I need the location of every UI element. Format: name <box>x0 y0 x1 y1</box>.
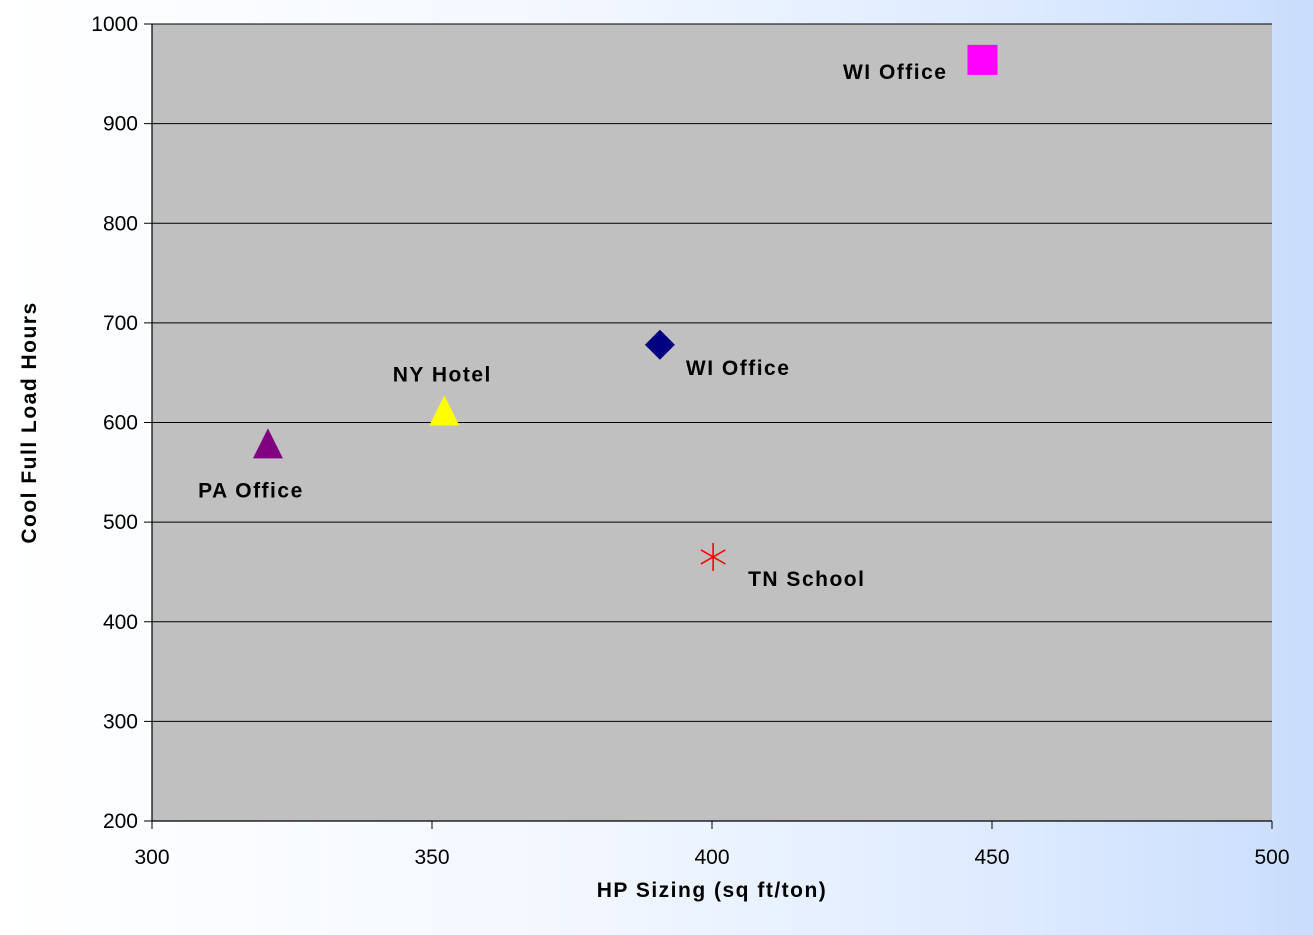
y-tick-label: 200 <box>103 810 138 833</box>
y-tick-label: 400 <box>103 611 138 634</box>
triangle-marker <box>252 428 283 459</box>
x-tick-label: 450 <box>974 846 1009 869</box>
data-points: WI Office WI Office NY Hotel PA Office TN Sc… <box>198 44 998 591</box>
x-tick-label: 400 <box>694 846 729 869</box>
y-tick-label: 900 <box>103 113 138 136</box>
point-label: PA Office <box>198 479 304 502</box>
point-label: TN School <box>748 568 865 591</box>
y-axis-title: Cool Full Load Hours <box>18 301 41 543</box>
square-marker <box>967 44 998 75</box>
data-point: NY Hotel <box>393 364 492 426</box>
y-tick-label: 1000 <box>91 13 138 36</box>
triangle-marker <box>429 395 460 426</box>
point-label: WI Office <box>843 61 948 84</box>
y-tick-label: 300 <box>103 710 138 733</box>
x-tick-label: 300 <box>134 846 169 869</box>
x-axis-title: HP Sizing (sq ft/ton) <box>597 879 828 902</box>
point-label: NY Hotel <box>393 364 492 387</box>
y-tick-label: 600 <box>103 412 138 435</box>
data-point: WI Office <box>644 329 791 380</box>
asterisk-marker-stroke <box>700 549 726 565</box>
gridlines <box>152 23 1272 722</box>
x-tick-label: 350 <box>414 846 449 869</box>
ticks: 200 300 400 500 600 700 800 900 1000 300 350 400 450… <box>91 13 1289 869</box>
y-tick-label: 500 <box>103 511 138 534</box>
data-point: WI Office <box>843 44 998 84</box>
data-point: TN School <box>700 542 865 591</box>
data-point: PA Office <box>198 428 304 502</box>
x-tick-label: 500 <box>1254 846 1289 869</box>
y-tick-label: 700 <box>103 312 138 335</box>
y-tick-label: 800 <box>103 212 138 235</box>
diamond-marker <box>644 329 675 360</box>
point-label: WI Office <box>686 357 791 380</box>
